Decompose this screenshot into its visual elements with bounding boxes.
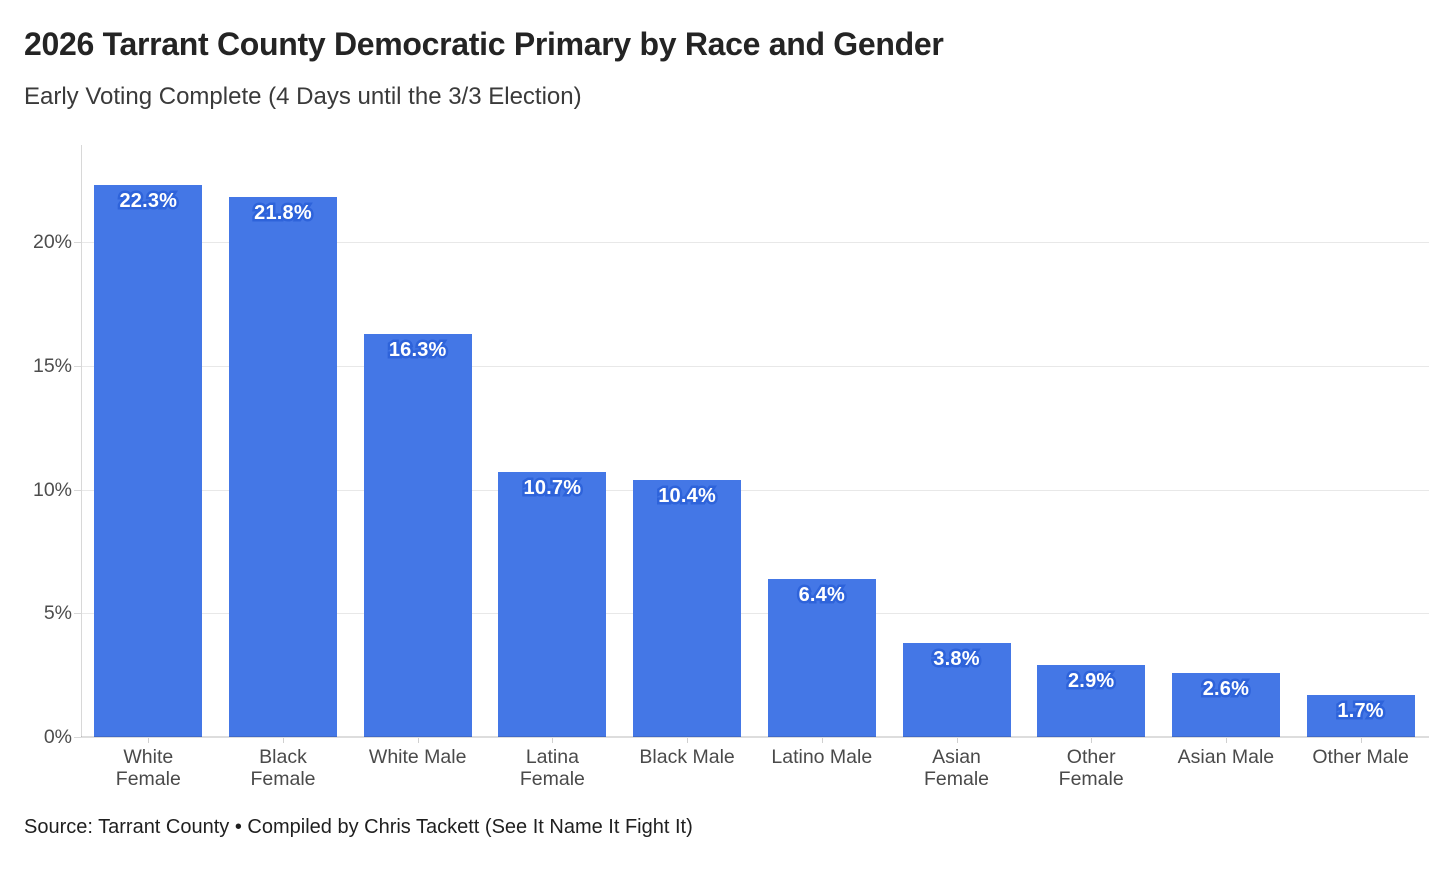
gridline-20 [82,242,1429,243]
x-axis-tick-other-female [1091,738,1093,743]
bar-value-label-black-female: 21.8% [252,200,315,227]
x-axis-label-black-female: Black Female [250,746,316,790]
x-axis-tick-latino-male [821,738,823,743]
source-note: Source: Tarrant County • Compiled by Chr… [24,816,693,838]
x-axis-tick-asian-male [1225,738,1227,743]
bar-value-label-other-female: 2.9% [1065,668,1116,695]
bar-white-male [363,333,472,737]
y-axis-label-20: 20% [32,231,72,253]
bar-value-label-other-male: 1.7% [1335,697,1386,724]
gridline-10 [82,489,1429,491]
bar-other-female [1037,665,1146,737]
x-axis-label-black-male: Black Male [639,746,735,768]
bar-value-label-black-male: 10.4% [656,482,719,509]
bar-value-label-latina-female: 10.7% [521,475,584,502]
bar-asian-female [902,642,1011,737]
bar-other-male [1306,694,1415,737]
gridline-5 [82,613,1429,615]
y-axis-label-5: 5% [43,602,72,625]
x-axis-label-asian-female: Asian Female [923,746,990,790]
x-axis-label-other-female: Other Female [1058,746,1124,790]
bar-asian-male [1171,672,1280,737]
y-axis-tick-0 [74,737,81,738]
bar-latina-female [498,472,607,737]
y-axis-tick-20 [74,242,81,243]
chart-title: 2026 Tarrant County Democratic Primary b… [24,26,944,62]
x-axis-tick-white-male [417,738,419,743]
y-axis-line [81,145,82,737]
x-axis-label-latina-female: Latina Female [519,746,585,790]
bar-value-label-asian-female: 3.8% [931,645,982,672]
y-axis-label-10: 10% [32,478,72,501]
x-axis-baseline [81,736,1429,738]
y-axis-tick-15 [74,365,81,367]
x-axis-label-other-male: Other Male [1312,746,1409,768]
x-axis-tick-other-male [1360,738,1362,743]
bar-value-label-white-male: 16.3% [386,336,449,363]
x-axis-label-latino-male: Latino Male [771,746,873,768]
x-axis-tick-asian-female [956,738,958,743]
bar-value-label-latino-male: 6.4% [796,581,847,608]
x-axis-tick-latina-female [552,738,554,743]
bar-value-label-white-female: 22.3% [117,188,180,215]
bar-white-female [94,185,203,737]
y-axis-label-15: 15% [32,354,72,377]
bar-chart-plot: 0% 5% 10% 15% 20% 22.3% White Female 21.8% Black… [32,145,1429,790]
y-axis-label-0: 0% [43,726,72,748]
x-axis-label-white-male: White Male [368,746,467,768]
bar-latino-male [767,578,876,737]
bar-black-female [229,197,337,737]
bar-black-male [633,479,742,737]
y-axis-tick-10 [74,489,81,491]
bar-value-label-asian-male: 2.6% [1200,675,1251,702]
x-axis-tick-black-male [687,738,689,743]
chart-subtitle: Early Voting Complete (4 Days until the … [24,83,582,110]
x-axis-tick-white-female [148,738,150,743]
y-axis-tick-5 [74,613,81,615]
x-axis-label-asian-male: Asian Male [1177,746,1275,768]
gridline-15 [82,365,1429,367]
x-axis-label-white-female: White Female [115,746,181,790]
x-axis-tick-black-female [283,738,284,743]
